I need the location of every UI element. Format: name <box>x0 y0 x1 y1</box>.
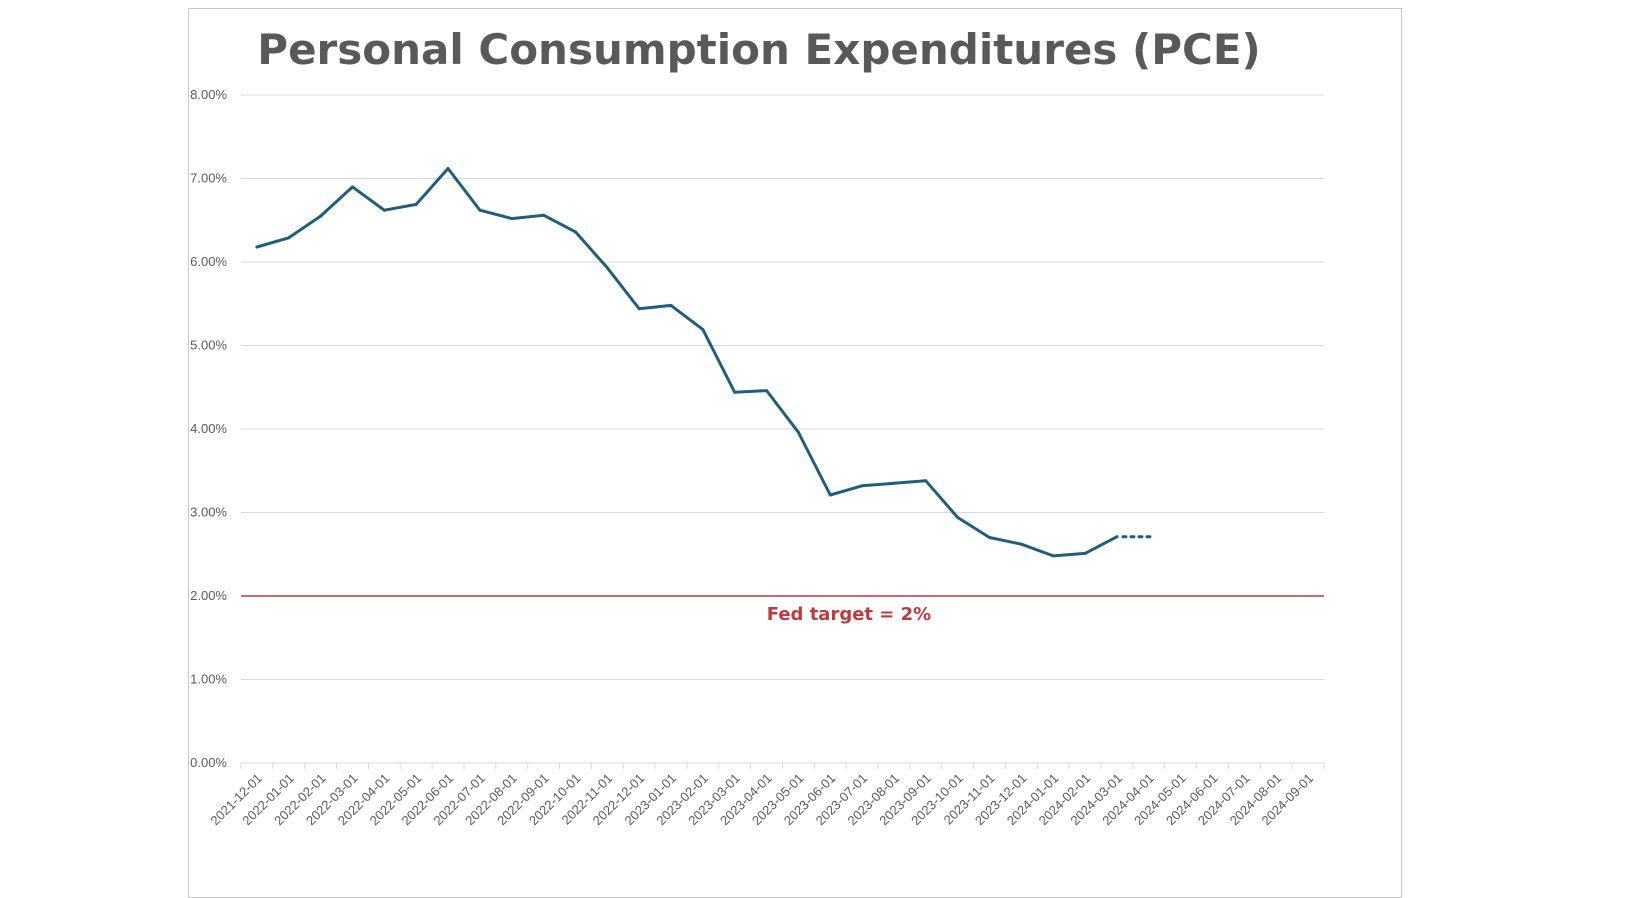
pce-data-point <box>892 481 896 485</box>
y-tick-label: 4.00% <box>190 421 227 436</box>
pce-data-point <box>637 307 641 311</box>
pce-data-point <box>573 230 577 234</box>
pce-data-point <box>319 214 323 218</box>
fed-target-label: Fed target = 2% <box>767 604 931 625</box>
pce-series <box>255 166 1153 558</box>
fed-target-group: Fed target = 2% <box>241 595 1324 625</box>
pce-data-point <box>733 390 737 394</box>
y-tick-label: 7.00% <box>190 171 227 186</box>
pce-data-point <box>446 166 450 170</box>
pce-data-point <box>1083 551 1087 555</box>
y-tick-label: 3.00% <box>190 505 227 520</box>
pce-data-point <box>701 328 705 332</box>
pce-data-point <box>1019 542 1023 546</box>
y-tick-label: 0.00% <box>190 755 227 770</box>
pce-data-point <box>382 208 386 212</box>
y-tick-label: 8.00% <box>190 87 227 102</box>
pce-data-point <box>765 389 769 393</box>
pce-series-line <box>255 167 1119 558</box>
pce-data-point <box>287 236 291 240</box>
pce-data-point <box>1115 535 1119 539</box>
pce-data-point <box>988 536 992 540</box>
chart-frame: Personal Consumption Expenditures (PCE) … <box>188 8 1402 898</box>
y-tick-label: 5.00% <box>190 338 227 353</box>
chart-title: Personal Consumption Expenditures (PCE) <box>257 25 1260 74</box>
gridlines <box>241 94 1324 764</box>
pce-data-point <box>542 213 546 217</box>
pce-data-point <box>956 516 960 520</box>
pce-data-point <box>605 266 609 270</box>
pce-data-point <box>828 493 832 497</box>
pce-data-point <box>478 208 482 212</box>
pce-data-point <box>669 303 673 307</box>
pce-data-point <box>924 479 928 483</box>
pce-data-point <box>860 484 864 488</box>
pce-data-point <box>255 245 259 249</box>
y-tick-label: 2.00% <box>190 588 227 603</box>
pce-data-point <box>796 430 800 434</box>
pce-data-point <box>510 217 514 221</box>
pce-data-point <box>350 185 354 189</box>
y-axis-ticks: 0.00% 1.00% 2.00% 3.00% 4.00% 5.00% 6.00% 7.00%… <box>190 87 227 770</box>
pce-data-point <box>414 202 418 206</box>
y-tick-label: 6.00% <box>190 254 227 269</box>
pce-data-point <box>1051 554 1055 558</box>
x-axis-ticks: 2021-12-012022-01-012022-02-012022-03-01… <box>207 762 1325 828</box>
line-chart: Personal Consumption Expenditures (PCE) … <box>190 25 1325 828</box>
y-tick-label: 1.00% <box>190 672 227 687</box>
